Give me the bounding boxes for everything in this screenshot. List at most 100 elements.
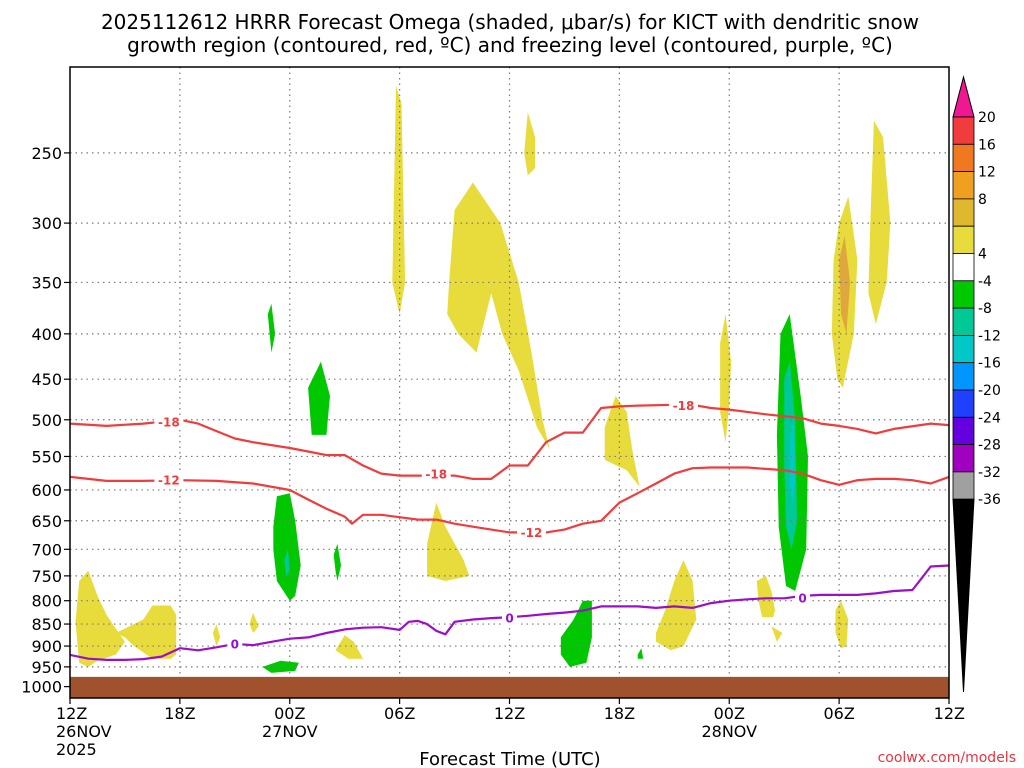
omega-shading <box>75 85 891 673</box>
x-tick-sublabel: 28NOV <box>701 722 757 741</box>
contour-label-bg <box>154 473 184 488</box>
x-tick-label: 12Z <box>934 704 965 723</box>
contour-label: 0 <box>231 637 239 651</box>
colorbar-label: -32 <box>978 465 1001 481</box>
contour-label-bg <box>795 590 810 605</box>
colorbar-label: 20 <box>978 110 996 126</box>
colorbar-label: -12 <box>978 328 1001 344</box>
colorbar-label: -36 <box>978 492 1001 508</box>
colorbar-bottom-cap <box>952 498 975 693</box>
omega-region <box>392 85 406 315</box>
y-tick-label: 1000 <box>21 678 62 697</box>
y-tick-label: 850 <box>31 615 62 634</box>
grid <box>70 67 949 698</box>
omega-region <box>789 419 796 503</box>
x-tick-label: 12Z <box>494 704 525 723</box>
colorbar: 20 16 12 8 4 -4 -8 -12 -16 -20 -24 -28 -32 -36 <box>952 75 1001 693</box>
omega-region <box>335 635 363 659</box>
contour-label-bg <box>502 611 517 626</box>
x-tick-label: 18Z <box>604 704 635 723</box>
omega-region <box>427 502 470 581</box>
ground-fill <box>70 676 949 698</box>
y-tick-label: 450 <box>31 370 62 389</box>
colorbar-label: -8 <box>978 301 992 317</box>
x-tick-sublabel: 2025 <box>56 740 97 759</box>
x-axis-title: Forecast Time (UTC) <box>419 749 600 768</box>
contour-line <box>70 466 949 534</box>
colorbar-bin <box>952 225 975 254</box>
omega-region <box>771 626 783 642</box>
y-tick-label: 600 <box>31 481 62 500</box>
omega-region <box>333 543 341 581</box>
omega-region <box>839 235 851 334</box>
omega-region <box>267 303 276 353</box>
y-tick-label: 400 <box>31 325 62 344</box>
omega-region <box>284 549 290 576</box>
x-tick-label: 12Z <box>56 704 87 723</box>
omega-region <box>308 361 330 435</box>
contour-label-bg <box>154 415 184 430</box>
omega-region <box>212 624 221 647</box>
colorbar-label: -4 <box>978 274 992 290</box>
colorbar-label: 4 <box>978 247 987 263</box>
chart-title-line2: growth region (contoured, red, ºC) and f… <box>127 33 893 57</box>
omega-region <box>560 600 592 667</box>
omega-region <box>756 575 775 618</box>
x-tick-label: 00Z <box>274 704 305 723</box>
colorbar-bin <box>952 471 975 500</box>
colorbar-bin <box>952 389 975 418</box>
colorbar-bin <box>952 307 975 336</box>
contour-label: -18 <box>673 399 695 413</box>
omega-region <box>115 605 177 659</box>
y-tick-label: 300 <box>31 214 62 233</box>
y-tick-label: 550 <box>31 447 62 466</box>
x-tick-sublabel: 27NOV <box>262 722 318 741</box>
contour-line <box>70 403 949 480</box>
colorbar-bin <box>952 198 975 227</box>
y-tick-label: 650 <box>31 512 62 531</box>
contour-label: -12 <box>521 526 543 540</box>
colorbar-bin <box>952 444 975 473</box>
contour-label: 0 <box>798 591 806 605</box>
colorbar-bin <box>952 334 975 364</box>
contour-label-bg <box>227 636 243 651</box>
contour-label: -12 <box>158 474 180 488</box>
contour-label-bg <box>516 525 546 540</box>
y-tick-label: 950 <box>31 658 62 677</box>
colorbar-label: 12 <box>978 165 996 181</box>
contours: -18 -18 -18 -12 -12 0 0 0 <box>70 398 949 661</box>
omega-region <box>656 560 697 651</box>
colorbar-bin <box>952 253 975 282</box>
colorbar-bin <box>952 116 975 145</box>
colorbar-label: -28 <box>978 438 1001 454</box>
colorbar-label: -16 <box>978 356 1001 372</box>
colorbar-bin <box>952 416 975 445</box>
contour-label: -18 <box>158 416 180 430</box>
y-tick-label: 350 <box>31 273 62 292</box>
x-tick-label: 06Z <box>384 704 415 723</box>
x-tick-sublabel: 26NOV <box>56 722 112 741</box>
contour-label: -18 <box>425 468 447 482</box>
colorbar-bin <box>952 362 975 391</box>
contour-label: 0 <box>505 612 513 626</box>
omega-region <box>273 493 301 601</box>
omega-region <box>249 612 259 633</box>
y-tick-label: 900 <box>31 637 62 656</box>
x-tick-label: 18Z <box>164 704 195 723</box>
colorbar-top-cap <box>952 75 975 118</box>
omega-region <box>524 112 536 176</box>
y-tick-label: 800 <box>31 592 62 611</box>
credit-text: coolwx.com/models <box>878 750 1016 766</box>
chart-title-line1: 2025112612 HRRR Forecast Omega (shaded, … <box>101 10 919 34</box>
colorbar-label: 8 <box>978 192 987 208</box>
colorbar-bin <box>952 143 975 173</box>
y-tick-label: 750 <box>31 567 62 586</box>
omega-region <box>604 395 640 487</box>
omega-region <box>868 120 891 325</box>
plot-area: -18 -18 -18 -12 -12 0 0 0 <box>69 66 950 699</box>
omega-region <box>637 648 644 659</box>
omega-region <box>75 570 125 667</box>
y-tick-label: 500 <box>31 411 62 430</box>
